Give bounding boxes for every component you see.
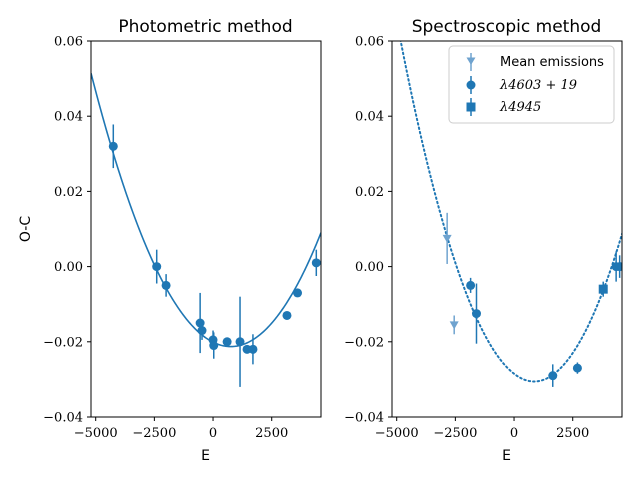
photometric-ticks: −5000 −2500 0 2500 −0.04 −0.02 0.00 0.02 0.04 0.0… (43, 35, 288, 442)
x-tick-label: −2500 (132, 426, 176, 441)
data-point (248, 344, 258, 354)
y-tick-label: 0.04 (54, 110, 83, 125)
x-tick-label: 2500 (255, 426, 288, 441)
spectroscopic-xlabel: E (502, 448, 511, 464)
data-point (293, 288, 303, 298)
legend-entry-lambda4603: λ4603 + 19 (466, 76, 577, 94)
legend-square-marker (466, 102, 476, 112)
y-tick-label: 0.04 (355, 110, 384, 125)
photometric-panel: Photometric method O-C E −5000 −2500 0 2500… (18, 17, 322, 464)
y-tick-label: 0.02 (355, 185, 384, 200)
data-point (161, 280, 171, 290)
photometric-fit-layer (91, 72, 321, 348)
y-tick-label: 0.00 (355, 260, 384, 275)
legend-triangle-marker (466, 57, 476, 65)
y-tick-label: −0.02 (43, 335, 83, 350)
x-tick-label: −5000 (74, 426, 118, 441)
data-point (108, 141, 118, 151)
data-point (311, 258, 321, 268)
data-point-triangle (449, 321, 459, 330)
data-point (466, 280, 476, 290)
data-point (197, 326, 207, 336)
y-tick-label: −0.04 (43, 411, 83, 426)
y-tick-label: −0.04 (344, 411, 384, 426)
data-point (282, 310, 292, 320)
photometric-ylabel: O-C (18, 216, 34, 242)
legend-label-mean-emissions: Mean emissions (500, 55, 604, 70)
photometric-title: Photometric method (118, 17, 292, 37)
data-point (548, 371, 558, 381)
fit-curve (399, 41, 622, 383)
spectroscopic-ticks: −5000 −2500 0 2500 −0.04 −0.02 0.00 0.02 0.04 0.0… (344, 35, 589, 442)
legend: Mean emissions λ4603 + 19 λ4945 (448, 45, 615, 124)
data-point (572, 363, 582, 373)
y-tick-label: 0.06 (54, 35, 83, 50)
spectroscopic-fit-layer (399, 41, 622, 383)
legend-label-lambda4945: λ4945 (499, 100, 541, 115)
data-point-triangle (442, 234, 452, 243)
y-tick-label: 0.06 (355, 35, 384, 50)
data-point (615, 262, 622, 272)
x-tick-label: 0 (209, 426, 217, 441)
photometric-axes-frame (90, 40, 322, 418)
spectroscopic-points (442, 212, 622, 387)
photometric-xlabel: E (201, 448, 210, 464)
legend-entry-lambda4945: λ4945 (466, 98, 541, 116)
x-tick-label: 0 (510, 426, 518, 441)
y-tick-label: −0.02 (344, 335, 384, 350)
photometric-points (108, 124, 321, 387)
data-point (209, 341, 219, 351)
data-point-square (598, 284, 608, 294)
legend-entry-mean-emissions: Mean emissions (466, 53, 604, 71)
data-point (222, 337, 232, 347)
data-point (195, 318, 205, 328)
data-point (471, 309, 481, 319)
y-tick-label: 0.00 (54, 260, 83, 275)
legend-label-lambda4603: λ4603 + 19 (499, 78, 577, 93)
spectroscopic-panel: Spectroscopic method E −5000 −2500 0 2500 −0… (344, 17, 623, 464)
fit-curve (91, 72, 321, 348)
y-tick-label: 0.02 (54, 185, 83, 200)
x-tick-label: −5000 (375, 426, 419, 441)
spectroscopic-title: Spectroscopic method (412, 17, 602, 37)
data-point (235, 337, 245, 347)
x-tick-label: −2500 (433, 426, 477, 441)
legend-box (448, 45, 615, 124)
legend-circle-marker (466, 80, 476, 90)
data-point (152, 262, 162, 272)
x-tick-label: 2500 (556, 426, 589, 441)
spectroscopic-axes-frame (391, 40, 623, 418)
